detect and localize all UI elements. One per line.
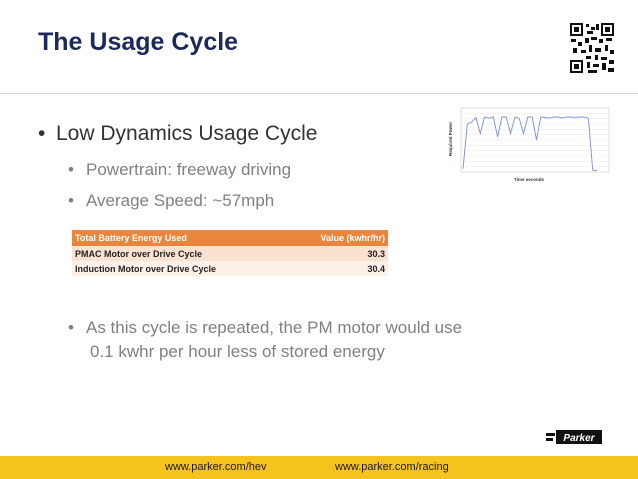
footer-link-racing[interactable]: www.parker.com/racing: [335, 461, 449, 473]
table-cell: PMAC Motor over Drive Cycle: [72, 246, 286, 261]
sub-bullet-text: Average Speed: ~57mph: [86, 191, 275, 210]
table-header-cell: Value (kwhr/hr): [285, 230, 388, 246]
table-cell: 30.3: [285, 246, 388, 261]
table-header-row: Total Battery Energy Used Value (kwhr/hr…: [72, 230, 388, 246]
chart-series-line: [462, 116, 598, 172]
sub-bullet-powertrain: • Powertrain: freeway driving: [68, 160, 291, 180]
chart-x-axis-label: Time seconds: [514, 177, 544, 182]
bullet-text: Low Dynamics Usage Cycle: [56, 122, 318, 145]
required-power-chart: Required Power Time seconds: [448, 107, 610, 182]
table-row: PMAC Motor over Drive Cycle 30.3: [72, 246, 388, 261]
table-row: Induction Motor over Drive Cycle 30.4: [72, 261, 388, 276]
title-divider: [0, 93, 638, 94]
bullet-conclusion: • As this cycle is repeated, the PM motor…: [68, 316, 568, 364]
bullet-marker: •: [68, 160, 74, 179]
bullet-marker: •: [68, 318, 74, 337]
parker-logo: Parker: [546, 430, 602, 444]
bullet-low-dynamics: • Low Dynamics Usage Cycle: [38, 122, 317, 146]
slide-title: The Usage Cycle: [38, 28, 239, 56]
table-header-cell: Total Battery Energy Used: [72, 230, 286, 246]
bullet-marker: •: [68, 191, 74, 210]
sub-bullet-text: Powertrain: freeway driving: [86, 160, 292, 179]
footer-bar: [0, 456, 638, 479]
qr-code-icon: [569, 22, 615, 74]
battery-energy-table: Total Battery Energy Used Value (kwhr/hr…: [72, 230, 388, 276]
bullet-marker: •: [38, 122, 46, 145]
footer-link-hev[interactable]: www.parker.com/hev: [165, 461, 267, 473]
svg-text:Parker: Parker: [563, 433, 595, 444]
sub-bullet-average-speed: • Average Speed: ~57mph: [68, 191, 274, 211]
table-cell: 30.4: [285, 261, 388, 276]
table-cell: Induction Motor over Drive Cycle: [72, 261, 286, 276]
bullet-text-line1: As this cycle is repeated, the PM motor …: [86, 318, 463, 337]
bullet-text-line2: 0.1 kwhr per hour less of stored energy: [90, 342, 385, 361]
chart-y-axis-label: Required Power: [448, 121, 453, 156]
